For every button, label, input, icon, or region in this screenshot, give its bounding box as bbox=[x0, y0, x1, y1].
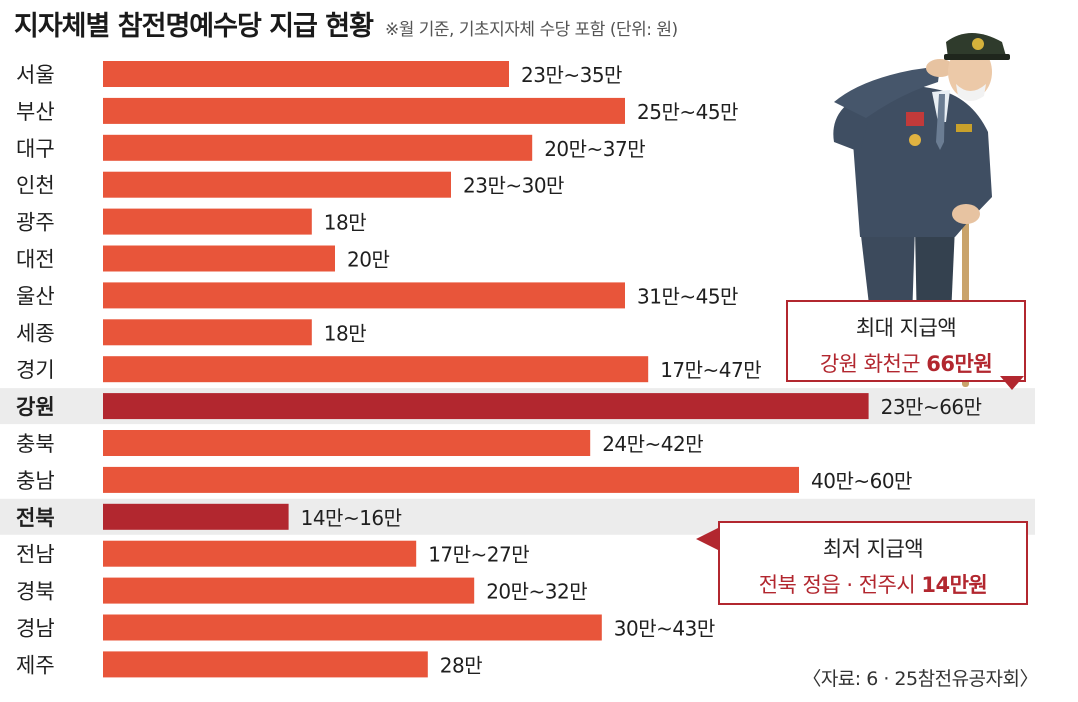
source-note: 〈자료: 6 · 25참전유공자회〉 bbox=[802, 668, 1038, 690]
category-label: 인천 bbox=[16, 174, 55, 198]
bar bbox=[103, 614, 602, 641]
bar bbox=[103, 540, 417, 567]
category-label: 경기 bbox=[16, 358, 55, 382]
category-label: 충남 bbox=[16, 469, 55, 493]
category-label: 경남 bbox=[16, 617, 55, 641]
bar bbox=[103, 282, 625, 309]
max-callout-pointer bbox=[1000, 376, 1024, 390]
category-label: 서울 bbox=[16, 63, 55, 87]
max-payment-callout: 최대 지급액 강원 화천군 66만원 bbox=[786, 300, 1026, 382]
min-callout-pointer bbox=[696, 528, 718, 550]
category-label: 강원 bbox=[16, 395, 55, 419]
value-label: 28만 bbox=[440, 653, 482, 677]
value-label: 31만~45만 bbox=[637, 284, 738, 308]
value-label: 25만~45만 bbox=[637, 100, 738, 124]
title-row: 지자체별 참전명예수당 지급 현황 ※월 기준, 기초지자체 수당 포함 (단위… bbox=[14, 4, 678, 44]
category-label: 전남 bbox=[16, 543, 55, 567]
bar bbox=[103, 577, 475, 604]
category-label: 광주 bbox=[16, 211, 55, 235]
category-label: 전북 bbox=[16, 506, 55, 530]
bar bbox=[103, 134, 533, 161]
max-callout-amount: 66만원 bbox=[926, 352, 993, 376]
value-label: 23만~66만 bbox=[881, 395, 982, 419]
value-label: 20만~37만 bbox=[544, 137, 645, 161]
value-label: 23만~35만 bbox=[521, 63, 622, 87]
value-label: 24만~42만 bbox=[602, 432, 703, 456]
category-label: 충북 bbox=[16, 432, 55, 456]
value-label: 14만~16만 bbox=[301, 506, 402, 530]
value-label: 18만 bbox=[324, 321, 366, 345]
bar bbox=[103, 61, 509, 87]
min-callout-amount: 14만원 bbox=[921, 573, 988, 597]
value-label: 40만~60만 bbox=[811, 469, 912, 493]
bar bbox=[103, 466, 799, 493]
value-label: 17만~27만 bbox=[428, 543, 529, 567]
category-label: 경북 bbox=[16, 580, 55, 604]
chart-title: 지자체별 참전명예수당 지급 현황 bbox=[14, 11, 374, 42]
bar bbox=[103, 97, 625, 124]
value-label: 30만~43만 bbox=[614, 617, 715, 641]
value-label: 23만~30만 bbox=[463, 174, 564, 198]
category-label: 제주 bbox=[16, 653, 55, 677]
bar bbox=[103, 245, 335, 272]
max-callout-heading: 최대 지급액 bbox=[855, 316, 957, 340]
value-label: 17만~47만 bbox=[660, 358, 761, 382]
category-label: 울산 bbox=[16, 284, 55, 308]
min-callout-region: 전북 정읍 · 전주시 bbox=[758, 573, 916, 597]
bar bbox=[103, 503, 289, 530]
category-label: 대전 bbox=[16, 248, 55, 272]
bar bbox=[103, 393, 869, 420]
category-label: 대구 bbox=[16, 137, 55, 161]
bar bbox=[103, 319, 312, 346]
bar bbox=[103, 356, 649, 383]
chart-subtitle: ※월 기준, 기초지자체 수당 포함 (단위: 원) bbox=[384, 20, 678, 40]
value-label: 18만 bbox=[324, 211, 366, 235]
value-label: 20만~32만 bbox=[486, 580, 587, 604]
min-callout-heading: 최저 지급액 bbox=[822, 537, 924, 561]
min-payment-callout: 최저 지급액 전북 정읍 · 전주시 14만원 bbox=[718, 521, 1028, 605]
bar bbox=[103, 651, 428, 678]
category-label: 부산 bbox=[16, 100, 55, 124]
bar bbox=[103, 171, 451, 198]
max-callout-region: 강원 화천군 bbox=[819, 352, 921, 376]
bar bbox=[103, 430, 591, 456]
category-label: 세종 bbox=[16, 321, 55, 345]
value-label: 20만 bbox=[347, 248, 389, 272]
bar bbox=[103, 208, 312, 235]
